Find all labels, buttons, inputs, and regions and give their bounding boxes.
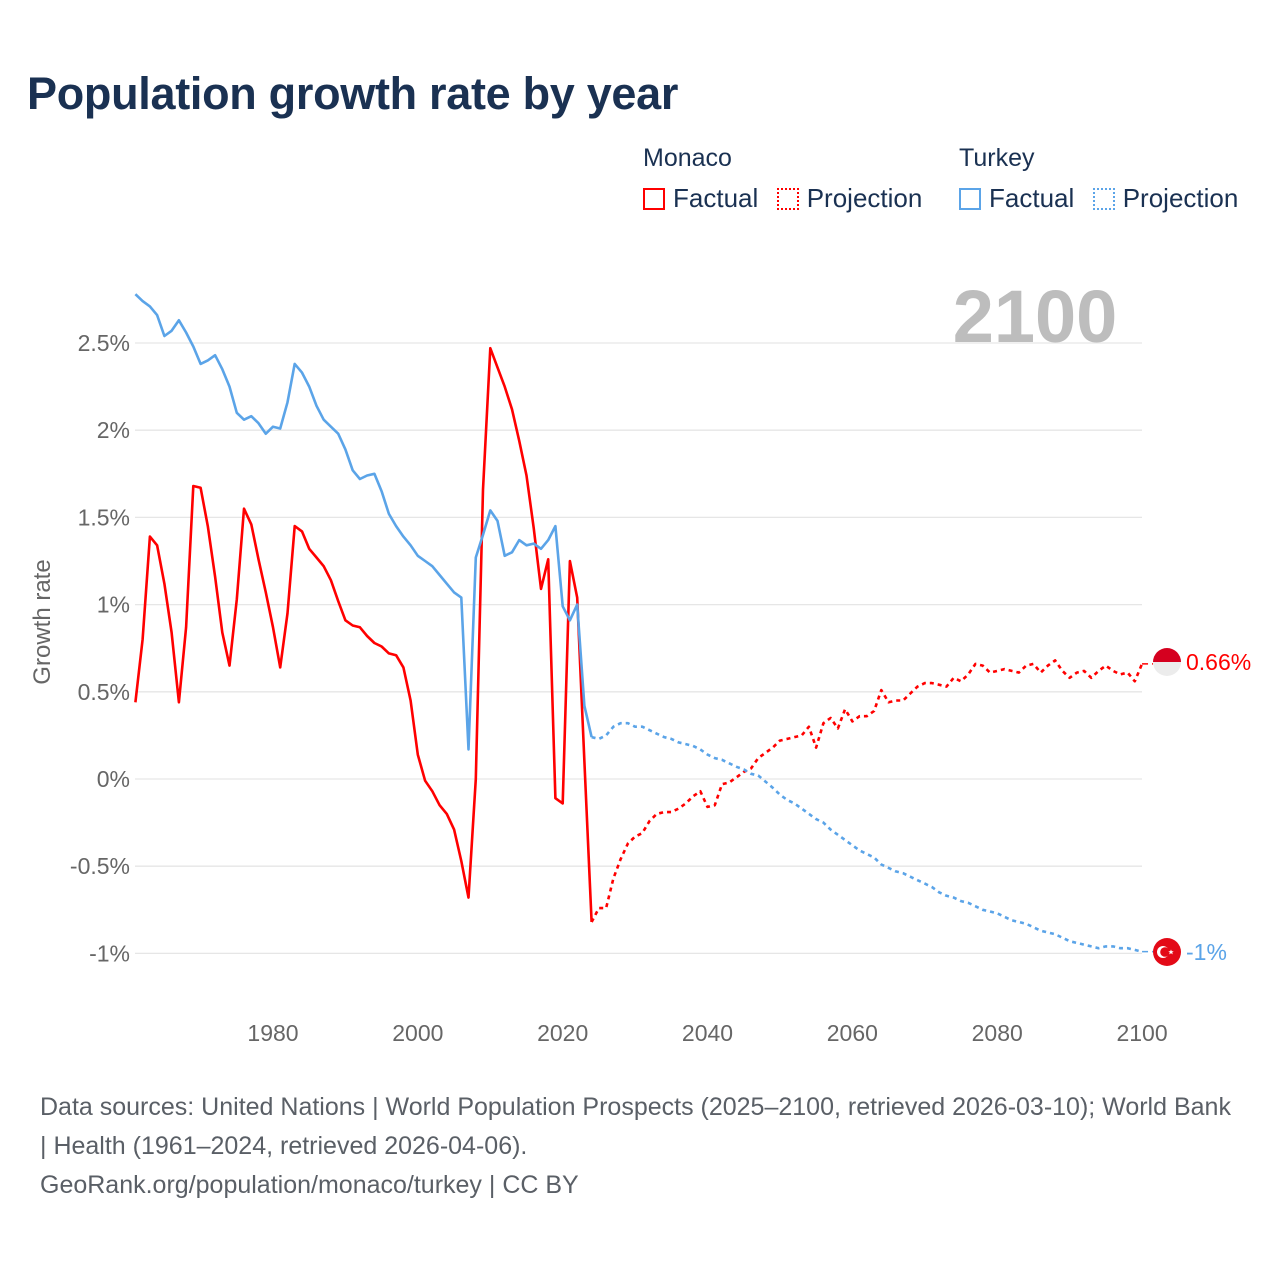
y-tick-label: 2.5% xyxy=(78,330,130,356)
legend-group-name: Monaco xyxy=(643,144,732,172)
y-tick-label: 0.5% xyxy=(78,679,130,705)
legend-swatch-solid-icon xyxy=(959,187,981,210)
legend-turkey-factual[interactable]: Factual xyxy=(959,183,1074,214)
legend-label: Projection xyxy=(806,183,923,213)
turkey-flag-icon xyxy=(1153,938,1181,966)
data-sources: Data sources: United Nations | World Pop… xyxy=(40,1093,1231,1160)
turkey-end-label: -1% xyxy=(1186,939,1227,965)
monaco-projection-line xyxy=(590,659,1144,923)
chart-title: Population growth rate by year xyxy=(27,68,679,119)
y-tick-label: -0.5% xyxy=(70,853,130,879)
x-tick-label: 2020 xyxy=(537,1020,588,1046)
y-tick-label: 1.5% xyxy=(78,504,130,530)
y-axis-label: Growth rate xyxy=(29,559,56,684)
legend-swatch-dotted-icon xyxy=(1092,187,1115,210)
x-tick-label: 2080 xyxy=(972,1020,1023,1046)
x-tick-label: 1980 xyxy=(247,1020,298,1046)
legend-group-monaco: Monaco Factual Projection xyxy=(643,144,936,215)
y-tick-label: 1% xyxy=(97,592,130,618)
y-tick-label: 0% xyxy=(97,766,130,792)
footer: Data sources: United Nations | World Pop… xyxy=(40,1088,1240,1205)
legend-monaco-factual[interactable]: Factual xyxy=(643,183,758,214)
y-tick-label: 2% xyxy=(97,417,130,443)
legend-label: Factual xyxy=(673,183,759,213)
monaco-flag-icon xyxy=(1153,648,1181,676)
legend-group-turkey: Turkey Factual Projection xyxy=(959,144,1238,215)
legend-swatch-solid-icon xyxy=(643,187,665,210)
monaco-factual-line xyxy=(134,346,593,923)
year-watermark: 2100 xyxy=(953,275,1118,358)
turkey-projection-line xyxy=(591,721,1143,953)
credit-link[interactable]: GeoRank.org/population/monaco/turkey | C… xyxy=(40,1171,579,1199)
legend-group-name: Turkey xyxy=(959,144,1035,172)
x-tick-label: 2100 xyxy=(1116,1020,1167,1046)
monaco-end-label: 0.66% xyxy=(1186,649,1251,675)
y-tick-label: -1% xyxy=(89,940,130,966)
legend-label: Factual xyxy=(989,183,1075,213)
turkey-factual-line xyxy=(134,293,593,751)
x-tick-label: 2060 xyxy=(827,1020,878,1046)
x-tick-label: 2040 xyxy=(682,1020,733,1046)
legend-label: Projection xyxy=(1122,183,1239,213)
x-tick-label: 2000 xyxy=(392,1020,443,1046)
legend-swatch-dotted-icon xyxy=(776,187,799,210)
legend-monaco-projection[interactable]: Projection xyxy=(776,183,923,214)
legend-turkey-projection[interactable]: Projection xyxy=(1092,183,1239,214)
